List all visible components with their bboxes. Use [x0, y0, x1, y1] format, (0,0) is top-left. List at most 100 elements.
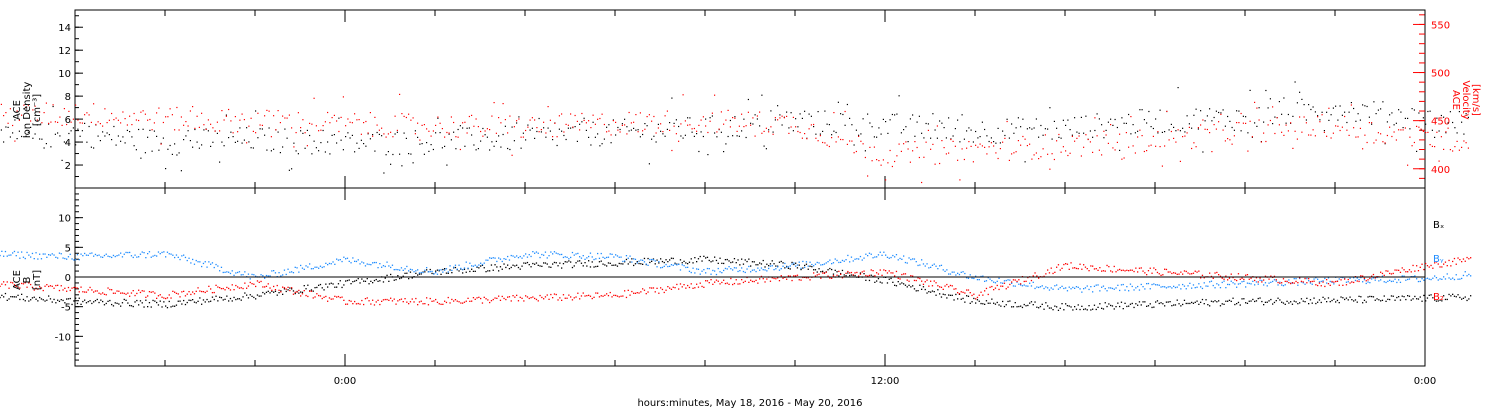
bottom-data-point [607, 256, 610, 258]
bottom-data-point [71, 258, 73, 260]
top-data-point [34, 133, 36, 135]
bottom-data-point [300, 291, 302, 293]
top-data-point [1155, 118, 1157, 120]
top-data-point [795, 118, 797, 120]
bottom-data-point [418, 273, 421, 275]
top-data-point [828, 145, 830, 148]
top-data-point [750, 124, 752, 126]
top-data-point [930, 148, 932, 150]
bottom-data-point [991, 280, 993, 282]
bottom-data-point [553, 261, 556, 264]
bottom-data-point [1435, 300, 1438, 302]
top-data-point [1134, 132, 1136, 134]
top-data-point [723, 123, 725, 125]
bottom-data-point [868, 252, 871, 254]
bottom-data-point [328, 283, 331, 285]
top-data-point [601, 113, 603, 115]
bottom-data-point [760, 263, 763, 265]
bottom-data-point [895, 285, 898, 287]
bottom-data-point [807, 265, 809, 267]
bottom-data-point [712, 260, 714, 262]
bottom-data-point [1230, 300, 1232, 302]
bottom-data-point [843, 274, 845, 276]
top-data-point [867, 113, 869, 115]
top-data-point [954, 128, 956, 130]
bottom-data-point [1164, 286, 1166, 288]
bottom-data-point [575, 253, 577, 255]
top-data-point [88, 125, 90, 128]
bottom-data-point [852, 260, 854, 262]
bottom-data-point [634, 263, 637, 265]
bottom-data-point [427, 271, 430, 273]
bottom-data-point [1236, 303, 1238, 305]
top-data-point [968, 127, 970, 129]
bottom-data-point [1038, 286, 1040, 289]
top-data-point [1114, 118, 1116, 121]
top-data-point [869, 146, 871, 148]
top-data-point [1465, 142, 1467, 144]
bottom-data-point [546, 257, 548, 259]
bottom-data-point [1169, 286, 1171, 288]
bottom-data-point [926, 292, 928, 294]
bottom-data-point [336, 258, 338, 260]
top-data-point [90, 146, 92, 148]
bottom-data-point [570, 261, 572, 263]
bottom-data-point [1023, 284, 1025, 286]
bottom-data-point [1110, 287, 1112, 289]
top-left-tick-label: 12 [58, 46, 71, 57]
top-data-point [1245, 116, 1247, 118]
bottom-data-point [762, 259, 764, 262]
bottom-data-point [175, 254, 178, 256]
bottom-data-point [1245, 302, 1247, 304]
top-data-point [880, 164, 882, 166]
bottom-data-point [685, 266, 687, 269]
bottom-data-point [771, 265, 773, 267]
top-data-point [23, 108, 25, 110]
top-data-point [941, 140, 943, 142]
top-data-point [752, 123, 754, 125]
top-data-point [581, 121, 583, 123]
top-data-point [864, 156, 866, 159]
top-data-point [1200, 110, 1202, 112]
top-data-point [504, 119, 506, 121]
top-data-point [36, 119, 38, 121]
bottom-data-point [431, 272, 433, 275]
top-data-point [615, 121, 617, 123]
bottom-data-point [345, 280, 347, 282]
bottom-data-point [1005, 304, 1007, 306]
bottom-data-point [166, 251, 169, 253]
bottom-left-tick-label: -5 [61, 303, 71, 314]
bottom-data-point [1106, 290, 1108, 292]
bottom-data-point [274, 290, 277, 292]
bottom-data-point [96, 298, 98, 301]
top-data-point [1182, 136, 1184, 138]
top-data-point [167, 116, 169, 118]
bottom-data-point [76, 254, 79, 256]
bottom-data-point [870, 253, 872, 255]
bottom-data-point [532, 262, 534, 265]
top-data-point [423, 153, 425, 155]
bottom-data-point [726, 258, 728, 261]
bottom-data-point [913, 288, 916, 290]
top-data-point [410, 153, 412, 155]
top-data-point [1371, 122, 1373, 124]
bottom-data-point [1212, 284, 1214, 287]
bottom-data-point [971, 277, 973, 279]
bottom-data-point [467, 267, 469, 269]
bottom-data-point [116, 302, 118, 304]
top-data-point [1355, 120, 1357, 122]
bottom-data-point [67, 256, 70, 258]
top-data-point [939, 162, 941, 165]
bottom-data-point [346, 257, 349, 259]
top-data-point [1123, 122, 1125, 124]
bottom-data-point [377, 280, 379, 282]
top-data-point [187, 130, 189, 132]
bottom-data-point [1243, 298, 1245, 300]
bottom-data-point [219, 296, 221, 298]
bottom-data-point [969, 274, 971, 276]
bottom-data-point [114, 302, 116, 304]
top-data-point [763, 130, 765, 132]
bottom-data-point [1043, 287, 1045, 290]
top-data-point [518, 116, 520, 118]
top-data-point [916, 146, 918, 149]
